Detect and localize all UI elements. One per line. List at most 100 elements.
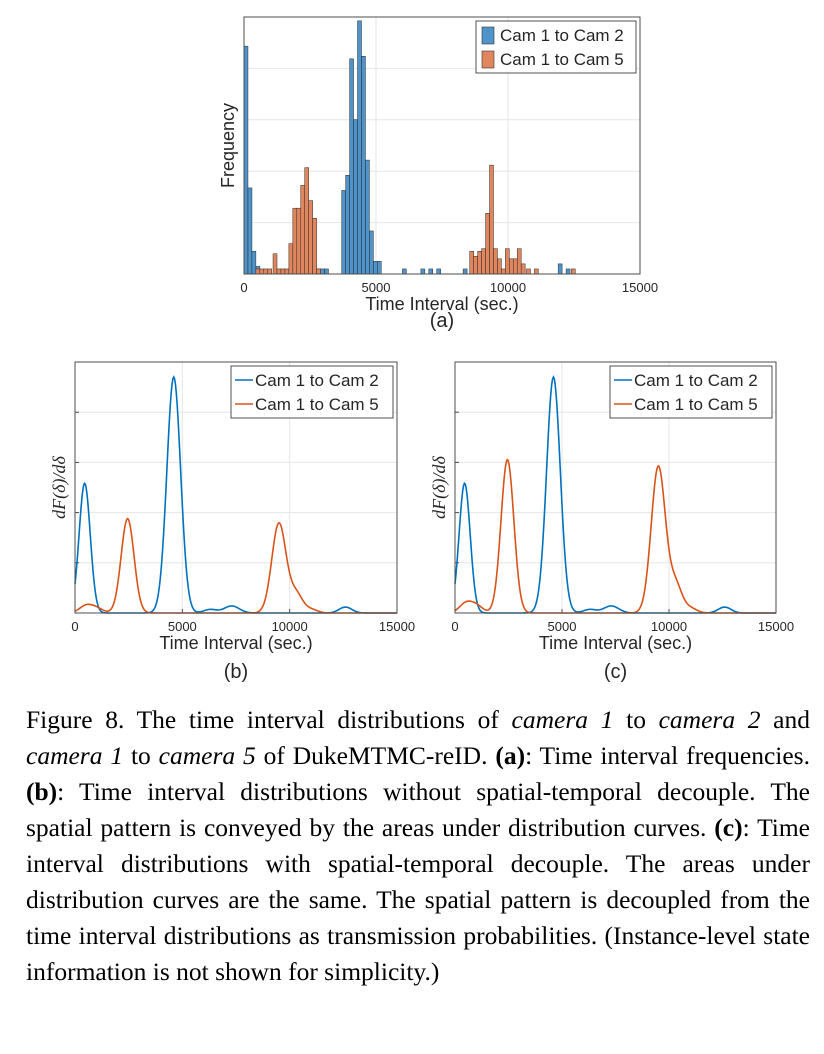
histogram-bar-cam5 — [284, 268, 290, 275]
legend-entry: Cam 1 to Cam 5 — [255, 395, 379, 414]
histogram-bar-cam2 — [365, 159, 370, 275]
histogram-bar-cam2 — [251, 250, 257, 275]
series-line-cam1-to-cam5 — [454, 458, 776, 614]
histogram-bar-cam5 — [497, 258, 502, 275]
caption-text: of DukeMTMC-reID. — [255, 741, 496, 770]
histogram-bar-cam5 — [267, 268, 272, 275]
panel-label: (a) — [430, 310, 454, 332]
x-tick-label: 0 — [71, 619, 78, 634]
x-tick-label: 5000 — [362, 280, 391, 295]
histogram-bar-cam5 — [280, 268, 286, 275]
histogram-bar-cam5 — [505, 248, 510, 275]
histogram-bar-cam5 — [481, 248, 486, 275]
histogram-bar-cam5 — [489, 164, 494, 275]
x-tick-label: 15000 — [622, 280, 658, 295]
caption-text: to — [613, 705, 659, 734]
histogram-bar-cam5 — [308, 200, 313, 275]
x-tick-label: 0 — [240, 280, 247, 295]
histogram-bar-cam5 — [288, 243, 294, 275]
histogram-bar-cam5 — [263, 268, 269, 275]
histogram-bar-cam5 — [473, 256, 478, 275]
histogram-bar-cam5 — [534, 268, 539, 275]
y-axis-label: Frequency — [218, 103, 238, 188]
x-tick-label: 5000 — [168, 619, 197, 634]
axes-box — [243, 16, 641, 275]
caption-text: to — [123, 741, 159, 770]
histogram-bar-cam5 — [272, 253, 278, 275]
figure-8-charts: 0 5000 10000 15000 Time Interval (sec.) Frequ… — [49, 16, 794, 683]
caption-italic: camera 2 — [658, 705, 761, 734]
x-tick-label: 10000 — [490, 280, 526, 295]
caption-text: : Time interval distributions without sp… — [26, 777, 810, 842]
histogram-bar-cam2 — [402, 268, 407, 275]
legend-entry: Cam 1 to Cam 5 — [634, 395, 758, 414]
histogram-bar-cam2 — [341, 190, 346, 275]
caption-text: and — [760, 705, 811, 734]
caption-italic: camera 5 — [158, 741, 256, 770]
caption-bold: (c) — [714, 813, 743, 842]
caption-text: : Time interval frequencies. — [525, 741, 810, 770]
histogram-bar-cam2 — [324, 268, 329, 275]
x-tick-label: 15000 — [379, 619, 415, 634]
panel-label: (b) — [224, 661, 248, 683]
histogram-bar-cam5 — [276, 268, 282, 275]
histogram-bar-cam5 — [526, 268, 531, 275]
histogram-bar-cam5 — [300, 185, 305, 275]
histogram-bar-cam5 — [493, 248, 498, 275]
histogram-bar-cam5 — [292, 207, 298, 275]
histogram-bar-cam2 — [377, 261, 382, 275]
x-axis-label: Time Interval (sec.) — [159, 633, 312, 653]
panel-b-line-chart: 0 5000 10000 15000 Time Interval (sec.) dF(δ)… — [49, 361, 415, 683]
legend-entry: Cam 1 to Cam 2 — [255, 371, 379, 390]
histogram-bar-cam5 — [477, 250, 482, 275]
caption-bold: (a) — [495, 741, 526, 770]
histogram-bar-cam2 — [320, 268, 325, 275]
figure-caption: Figure 8. The time interval distribution… — [26, 702, 810, 990]
x-tick-label: 0 — [451, 619, 458, 634]
histogram-bar-cam2 — [243, 45, 249, 275]
histogram-bar-cam2 — [373, 261, 378, 275]
y-axis-label: dF(δ)/dδ — [429, 456, 450, 519]
panel-label: (c) — [604, 661, 627, 683]
panel-c-line-chart: 0 5000 10000 15000 Time Interval (sec.) dF(δ)… — [429, 361, 794, 683]
series-line-cam1-to-cam5 — [74, 517, 397, 614]
x-tick-label: 5000 — [548, 619, 577, 634]
histogram-bar-cam2 — [353, 119, 358, 275]
caption-text: Figure 8. The time interval distribution… — [26, 705, 512, 734]
histogram-bar-cam2 — [428, 268, 434, 275]
x-axis-label: Time Interval (sec.) — [365, 294, 518, 314]
legend-entry: Cam 1 to Cam 5 — [500, 50, 624, 69]
axes-box — [454, 361, 777, 614]
caption-italic: camera 1 — [511, 705, 614, 734]
histogram-bar-cam2 — [349, 58, 354, 275]
y-axis-label: dF(δ)/dδ — [49, 456, 70, 519]
x-axis-label: Time Interval (sec.) — [539, 633, 692, 653]
caption-bold: (b) — [26, 777, 58, 806]
legend-box — [475, 20, 637, 74]
caption-text: : Time interval distributions with spati… — [26, 813, 810, 986]
histogram-bar-cam2 — [369, 230, 374, 275]
legend-box — [230, 365, 394, 419]
histogram-bar-cam2 — [462, 268, 468, 275]
caption-italic: camera 1 — [26, 741, 124, 770]
panel-a-histogram: 0 5000 10000 15000 Time Interval (sec.) Frequ… — [218, 16, 658, 332]
histogram-bar-cam5 — [304, 167, 309, 275]
histogram-bar-cam5 — [516, 248, 522, 275]
histogram-bar-cam2 — [357, 20, 362, 275]
histogram-bar-cam2 — [565, 268, 571, 275]
legend-entry: Cam 1 to Cam 2 — [634, 371, 758, 390]
histogram-bar-cam2 — [436, 268, 441, 275]
histogram-bar-cam5 — [296, 207, 302, 275]
histogram-bar-cam5 — [316, 268, 321, 275]
legend-entry: Cam 1 to Cam 2 — [500, 26, 624, 45]
x-tick-label: 10000 — [272, 619, 308, 634]
histogram-bar-cam5 — [255, 268, 261, 275]
histogram-bar-cam5 — [520, 263, 526, 275]
histogram-bar-cam5 — [513, 258, 518, 275]
histogram-bar-cam2 — [247, 187, 253, 275]
x-tick-label: 15000 — [758, 619, 794, 634]
histogram-bar-cam2 — [361, 56, 366, 275]
x-tick-label: 10000 — [651, 619, 687, 634]
histogram-bar-cam2 — [345, 175, 350, 275]
histogram-bar-cam2 — [420, 268, 426, 275]
